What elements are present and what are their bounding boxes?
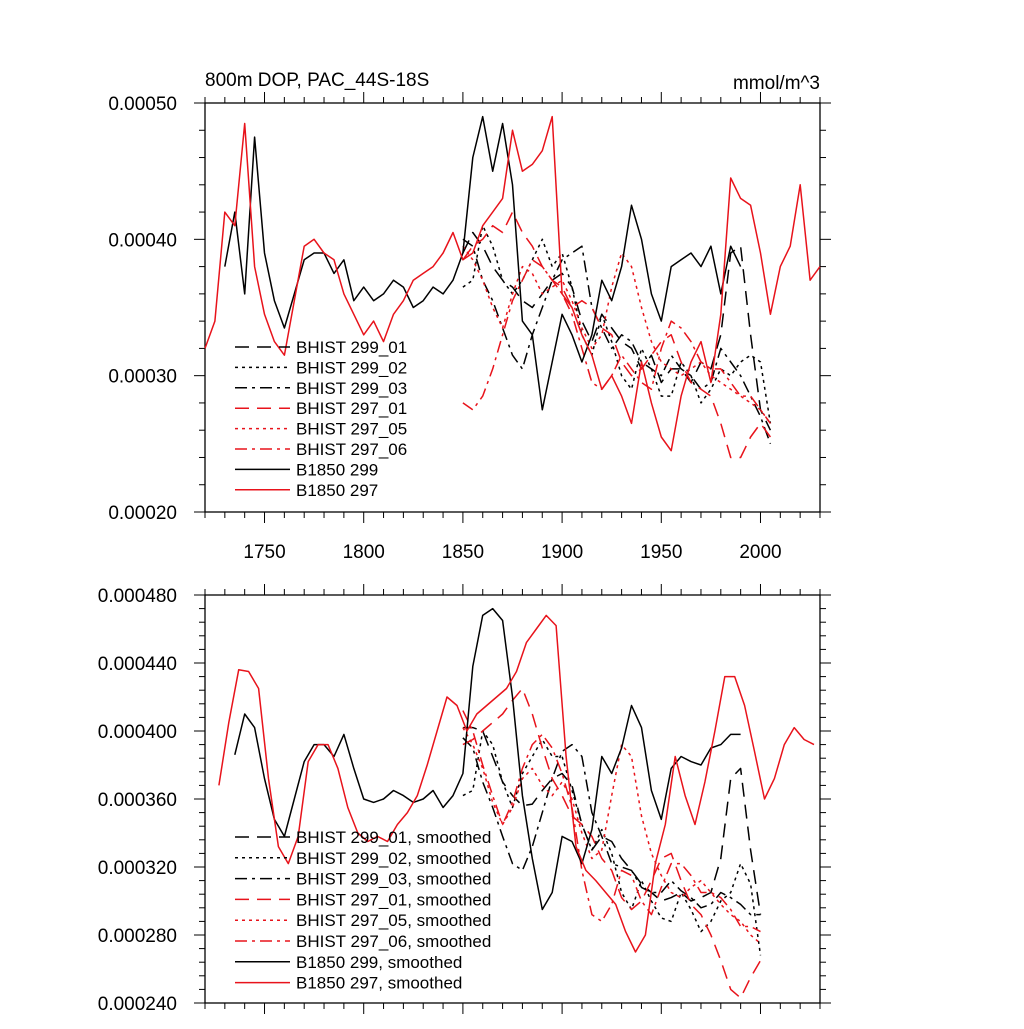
- panel-1: 1750 1800 1850 1900 1950 20000.000200.000300.…: [108, 70, 831, 563]
- legend-label: BHIST 299_01: [296, 338, 407, 357]
- series-line: [462, 211, 772, 459]
- x-tick-label: 1900: [541, 542, 583, 563]
- x-tick-label: 1950: [640, 542, 682, 563]
- y-tick-label: 0.000480: [98, 586, 177, 607]
- series-lines: [204, 115, 821, 459]
- y-tick-label: 0.000280: [98, 926, 177, 947]
- y-tick-label: 0.000400: [98, 722, 177, 743]
- series-line: [462, 238, 772, 445]
- series-line: [462, 224, 772, 424]
- x-ticks: [204, 584, 821, 1014]
- x-tick-label: 1800: [343, 542, 385, 563]
- legend-label: BHIST 299_02, smoothed: [296, 849, 491, 868]
- y-tick-label: 0.00020: [108, 503, 177, 524]
- y-tick-label: 0.00030: [108, 367, 177, 388]
- y-tick-label: 0.000320: [98, 858, 177, 879]
- legend-label: B1850 297: [296, 481, 378, 500]
- legend-label: B1850 299, smoothed: [296, 953, 462, 972]
- legend: BHIST 299_01, smoothed BHIST 299_02, smoo…: [235, 828, 491, 993]
- series-line: [462, 737, 761, 916]
- y-tick-label: 0.00040: [108, 230, 177, 251]
- series-line: [462, 710, 761, 933]
- legend-label: BHIST 299_01, smoothed: [296, 828, 491, 847]
- x-tick-label: 2000: [739, 542, 781, 563]
- units-label: mmol/m^3: [733, 73, 820, 94]
- series-line: [224, 115, 742, 411]
- series-line: [218, 614, 815, 953]
- plot-frame: [204, 102, 821, 513]
- legend-label: BHIST 297_05, smoothed: [296, 911, 491, 930]
- legend-label: BHIST 299_02: [296, 358, 407, 377]
- y-ticks: 0.00020 0.00030 0.00040 0.00050: [108, 94, 831, 524]
- series-line: [204, 115, 821, 452]
- legend-label: BHIST 297_05: [296, 420, 407, 439]
- legend-label: B1850 299: [296, 460, 378, 479]
- legend-label: B1850 297, smoothed: [296, 974, 462, 993]
- legend-label: BHIST 299_03, smoothed: [296, 870, 491, 889]
- series-line: [462, 245, 772, 424]
- x-tick-label: 1750: [243, 542, 285, 563]
- series-line: [462, 231, 772, 431]
- legend-label: BHIST 297_01: [296, 399, 407, 418]
- y-tick-label: 0.000240: [98, 994, 177, 1015]
- series-line: [462, 726, 762, 915]
- legend-label: BHIST 299_03: [296, 379, 407, 398]
- legend-label: BHIST 297_01, smoothed: [296, 890, 491, 909]
- chart-title: 800m DOP, PAC_44S-18S: [205, 70, 429, 91]
- panel-2: 0.000240 0.000280 0.000320 0.000360 0.000400…: [98, 584, 831, 1015]
- y-tick-label: 0.000440: [98, 654, 177, 675]
- series-line: [462, 687, 762, 999]
- y-ticks: 0.000240 0.000280 0.000320 0.000360 0.000400…: [98, 586, 831, 1015]
- legend-label: BHIST 297_06: [296, 440, 407, 459]
- series-line: [462, 259, 772, 424]
- series-line: [462, 727, 761, 945]
- series-lines: [218, 607, 815, 999]
- x-tick-label: 1850: [442, 542, 484, 563]
- legend-label: BHIST 297_06, smoothed: [296, 932, 491, 951]
- y-tick-label: 0.00050: [108, 94, 177, 115]
- series-line: [462, 730, 762, 956]
- y-tick-label: 0.000360: [98, 790, 177, 811]
- x-ticks: 1750 1800 1850 1900 1950 2000: [204, 92, 821, 563]
